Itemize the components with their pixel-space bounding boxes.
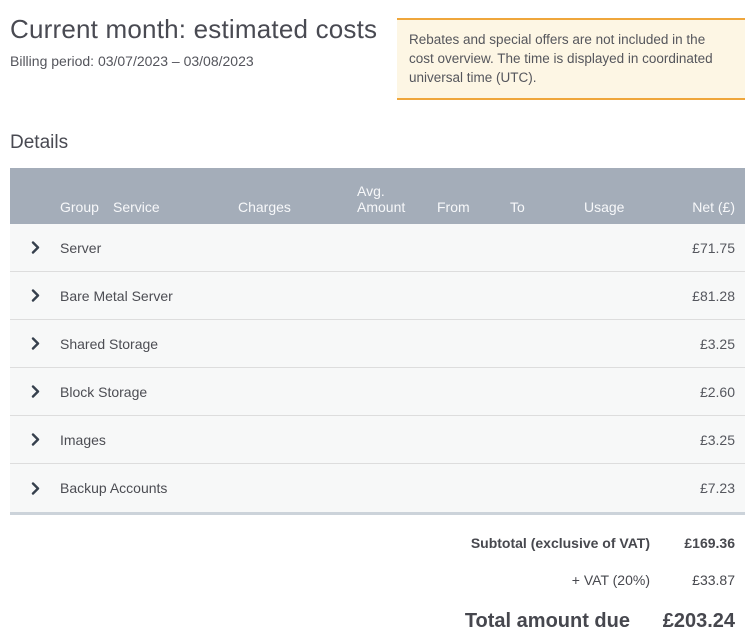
totals-section: Subtotal (exclusive of VAT) £169.36 + VA…	[10, 524, 745, 644]
vat-value: £33.87	[692, 571, 735, 588]
row-group-name: Shared Storage	[60, 335, 159, 352]
column-header-to: To	[510, 199, 525, 216]
page-header: Current month: estimated costs Billing p…	[10, 10, 745, 101]
row-net-amount: £3.25	[699, 431, 735, 448]
billing-period: Billing period: 03/07/2023 – 03/08/2023	[10, 53, 254, 69]
table-row-backup-accounts[interactable]: Backup Accounts £7.23	[10, 464, 745, 513]
row-group-name: Bare Metal Server	[60, 287, 173, 304]
row-group-name: Backup Accounts	[60, 480, 168, 497]
cost-table-header: Group Service Charges Avg. Amount From T…	[10, 168, 745, 225]
column-header-net: Net (£)	[692, 199, 735, 216]
details-heading: Details	[10, 132, 69, 154]
column-header-charges: Charges	[238, 199, 291, 216]
title-block: Current month: estimated costs Billing p…	[10, 10, 392, 69]
page-title: Current month: estimated costs	[10, 14, 378, 44]
column-header-service: Service	[113, 199, 160, 216]
row-net-amount: £3.25	[699, 335, 735, 352]
table-row-server[interactable]: Server £71.75	[10, 224, 745, 273]
row-net-amount: £71.75	[692, 239, 735, 256]
column-header-avg-amount: Avg. Amount	[357, 183, 406, 216]
row-group-name: Block Storage	[60, 383, 148, 400]
row-net-amount: £7.23	[699, 480, 735, 497]
chevron-right-icon[interactable]	[10, 433, 60, 447]
chevron-right-icon[interactable]	[10, 241, 60, 255]
row-net-amount: £81.28	[692, 287, 735, 304]
vat-label: + VAT (20%)	[571, 571, 650, 588]
chevron-right-icon[interactable]	[10, 289, 60, 303]
column-header-group: Group	[60, 199, 99, 216]
total-due-label: Total amount due	[464, 609, 630, 632]
table-row-block-storage[interactable]: Block Storage £2.60	[10, 368, 745, 417]
table-row-bare-metal-server[interactable]: Bare Metal Server £81.28	[10, 272, 745, 321]
total-due-value: £203.24	[662, 609, 735, 632]
row-group-name: Server	[60, 239, 102, 256]
chevron-right-icon[interactable]	[10, 385, 60, 399]
subtotal-label: Subtotal (exclusive of VAT)	[470, 534, 650, 551]
row-group-name: Images	[60, 431, 106, 448]
vat-line: + VAT (20%) £33.87	[10, 561, 745, 598]
rebates-notice-text: Rebates and special offers are not inclu…	[409, 32, 713, 86]
subtotal-line: Subtotal (exclusive of VAT) £169.36	[10, 524, 745, 561]
chevron-right-icon[interactable]	[10, 482, 60, 495]
cost-table: Group Service Charges Avg. Amount From T…	[10, 168, 745, 516]
column-header-usage: Usage	[584, 199, 625, 216]
total-due-line: Total amount due £203.24	[10, 598, 745, 644]
table-row-shared-storage[interactable]: Shared Storage £3.25	[10, 320, 745, 369]
rebates-notice: Rebates and special offers are not inclu…	[397, 18, 745, 101]
column-header-from: From	[437, 199, 470, 216]
row-net-amount: £2.60	[699, 383, 735, 400]
table-row-images[interactable]: Images £3.25	[10, 416, 745, 465]
chevron-right-icon[interactable]	[10, 337, 60, 351]
subtotal-value: £169.36	[684, 534, 735, 551]
